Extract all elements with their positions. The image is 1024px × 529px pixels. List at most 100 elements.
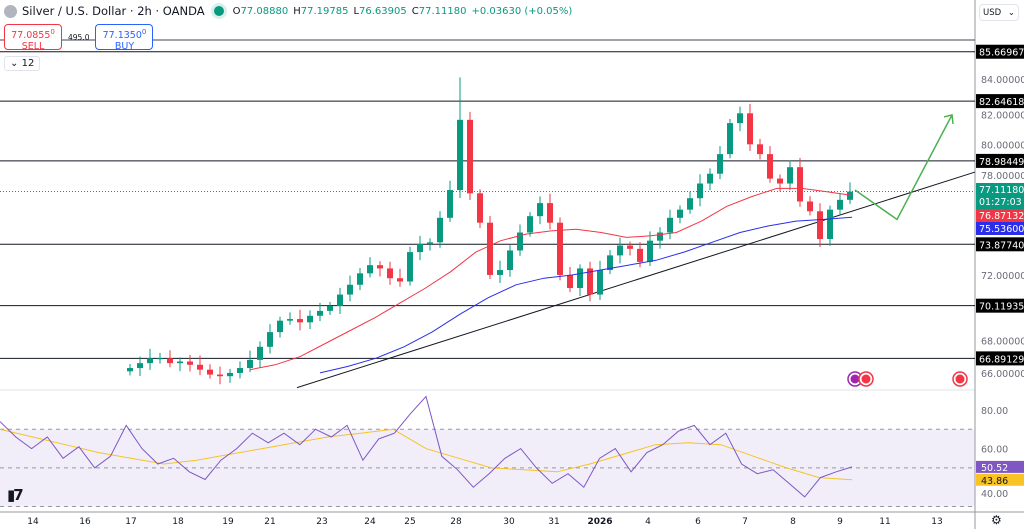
level-label-bg: [976, 94, 1024, 109]
trade-panel: 77.08550 SELL 495.0 77.13500 BUY: [4, 24, 154, 52]
level-label-bg: [976, 298, 1024, 313]
candle-body: [767, 154, 773, 179]
candle-body: [787, 167, 793, 184]
candle-body: [137, 363, 143, 369]
candle-body: [697, 183, 703, 199]
candle-body: [327, 305, 333, 311]
time-tick-label: 8: [790, 517, 796, 527]
candle-body: [757, 144, 763, 155]
rsi-value-label-bg: [976, 460, 1024, 473]
ohlc-values: O77.08880 H77.19785 L76.63905 C77.11180 …: [232, 5, 573, 17]
candle-body: [497, 270, 503, 275]
candle-body: [617, 245, 623, 256]
candle-body: [447, 190, 453, 218]
settings-gear-icon[interactable]: ⚙: [991, 513, 1002, 527]
candle-body: [277, 320, 283, 333]
tradingview-logo[interactable]: ▮7: [7, 486, 24, 504]
projection-arrow: [854, 114, 953, 221]
time-tick-label: 18: [172, 517, 184, 527]
ma-red-label: 76.87132: [979, 211, 1024, 222]
candle-body: [547, 203, 553, 223]
time-tick-label: 23: [316, 517, 327, 527]
candle-body: [307, 315, 313, 323]
candle-body: [127, 368, 133, 372]
rsi-tick-label: 80.00: [981, 406, 1008, 417]
us-flag-icon[interactable]: [858, 371, 874, 387]
candle-body: [267, 332, 273, 347]
candle-body: [837, 199, 843, 210]
level-label-bg: [976, 153, 1024, 168]
level-label-bg: [976, 44, 1024, 59]
candle-body: [467, 119, 473, 194]
low-value: 76.63905: [359, 5, 407, 17]
candle-body: [517, 232, 523, 251]
candle-body: [317, 310, 323, 316]
candle-body: [387, 268, 393, 279]
indicators-toggle-button[interactable]: ⌄ 12: [4, 56, 41, 71]
rsi-ma-value-label: 43.86: [981, 476, 1008, 487]
rsi-ma-value-label-bg: [976, 473, 1024, 486]
candle-body: [367, 265, 373, 274]
candle-body: [207, 369, 213, 375]
candle-body: [707, 173, 713, 184]
candle-body: [357, 273, 363, 285]
time-tick-label: 31: [548, 517, 559, 527]
silver-symbol-icon: [4, 4, 17, 18]
sell-button[interactable]: 77.08550 SELL: [4, 24, 62, 52]
candle-body: [167, 358, 173, 364]
candle-body: [217, 374, 223, 377]
last-price-label-bg: [976, 183, 1024, 209]
candle-body: [797, 167, 803, 202]
us-flag-icon-fill: [955, 374, 965, 384]
candle-body: [257, 346, 263, 360]
currency-select[interactable]: USD ⌄: [979, 4, 1019, 21]
close-value: 77.11180: [418, 5, 467, 17]
level-label-bg: [976, 351, 1024, 366]
level-label-bg: [976, 237, 1024, 252]
level-label: 85.66967: [979, 48, 1024, 59]
candle-body: [647, 240, 653, 262]
lightning-icon[interactable]: [847, 371, 863, 387]
time-tick-label: 13: [931, 517, 942, 527]
candle-body: [667, 217, 673, 233]
time-tick-label: 2026: [587, 517, 612, 527]
ma-blue-label-bg: [976, 222, 1024, 235]
candle-body: [587, 268, 593, 295]
candle-body: [407, 252, 413, 282]
time-tick-label: 24: [364, 517, 376, 527]
candle-body: [777, 178, 783, 184]
time-tick-label: 14: [27, 517, 39, 527]
candle-body: [457, 119, 463, 191]
candle-body: [287, 319, 293, 321]
time-tick-label: 7: [742, 517, 748, 527]
ma-blue-label: 75.53600: [979, 224, 1024, 235]
price-tick-label: 84.00000: [981, 75, 1024, 86]
level-label: 70.11935: [979, 302, 1024, 313]
time-tick-label: 16: [79, 517, 91, 527]
last-price-label: 77.11180: [979, 185, 1024, 196]
us-flag-icon-fill: [861, 374, 871, 384]
rsi-value-label: 50.52: [981, 463, 1008, 474]
us-flag-icon[interactable]: [952, 371, 968, 387]
rsi-line: [0, 395, 853, 498]
candle-body: [187, 361, 193, 365]
candle-body: [657, 232, 663, 241]
price-tick-label: 72.00000: [981, 271, 1024, 282]
candle-body: [567, 274, 573, 289]
buy-button[interactable]: 77.13500 BUY: [95, 24, 154, 52]
rsi-tick-label: 60.00: [981, 445, 1008, 456]
candle-body: [677, 209, 683, 218]
candle-body: [197, 364, 203, 370]
last-price-label: 01:27:03: [979, 197, 1022, 208]
candle-body: [337, 294, 343, 306]
candle-body: [727, 123, 733, 155]
time-tick-label: 9: [837, 517, 843, 527]
symbol-title[interactable]: Silver / U.S. Dollar · 2h · OANDA: [22, 4, 205, 18]
candle-body: [597, 270, 603, 295]
candle-body: [237, 368, 243, 373]
spread-value: 495.0: [68, 32, 90, 42]
candle-body: [297, 319, 303, 323]
candle-body: [437, 217, 443, 243]
candle-body: [737, 113, 743, 124]
